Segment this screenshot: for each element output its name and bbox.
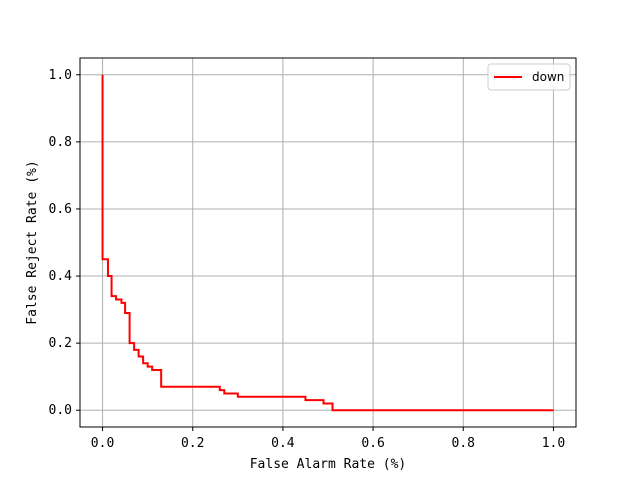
legend: down — [487, 63, 571, 91]
series-layer — [101, 74, 554, 412]
y-tick-label: 1.0 — [49, 68, 72, 83]
y-tick-label: 0.8 — [49, 135, 72, 150]
x-tick-label: 0.0 — [91, 436, 114, 451]
grid-lines — [80, 58, 576, 427]
y-tick-label: 0.6 — [49, 202, 72, 217]
x-axis-label: False Alarm Rate (%) — [250, 457, 407, 472]
axis-ticks: 0.0 0.2 0.4 0.6 0.8 1.0 0.0 0.2 0.4 0.6 0.8 1.0 — [49, 68, 566, 451]
y-tick-label: 0.4 — [49, 269, 73, 284]
y-tick-label: 0.0 — [49, 403, 72, 418]
y-axis-label: False Reject Rate (%) — [25, 160, 40, 324]
x-tick-label: 0.2 — [181, 436, 204, 451]
x-tick-label: 0.4 — [271, 436, 295, 451]
series-line-down — [101, 74, 554, 412]
legend-box — [487, 63, 571, 91]
y-tick-label: 0.2 — [49, 336, 72, 351]
plot-frame — [79, 57, 577, 428]
legend-label-down: down — [532, 70, 564, 84]
x-tick-label: 0.6 — [361, 436, 384, 451]
x-tick-label: 1.0 — [542, 436, 565, 451]
x-tick-label: 0.8 — [452, 436, 475, 451]
